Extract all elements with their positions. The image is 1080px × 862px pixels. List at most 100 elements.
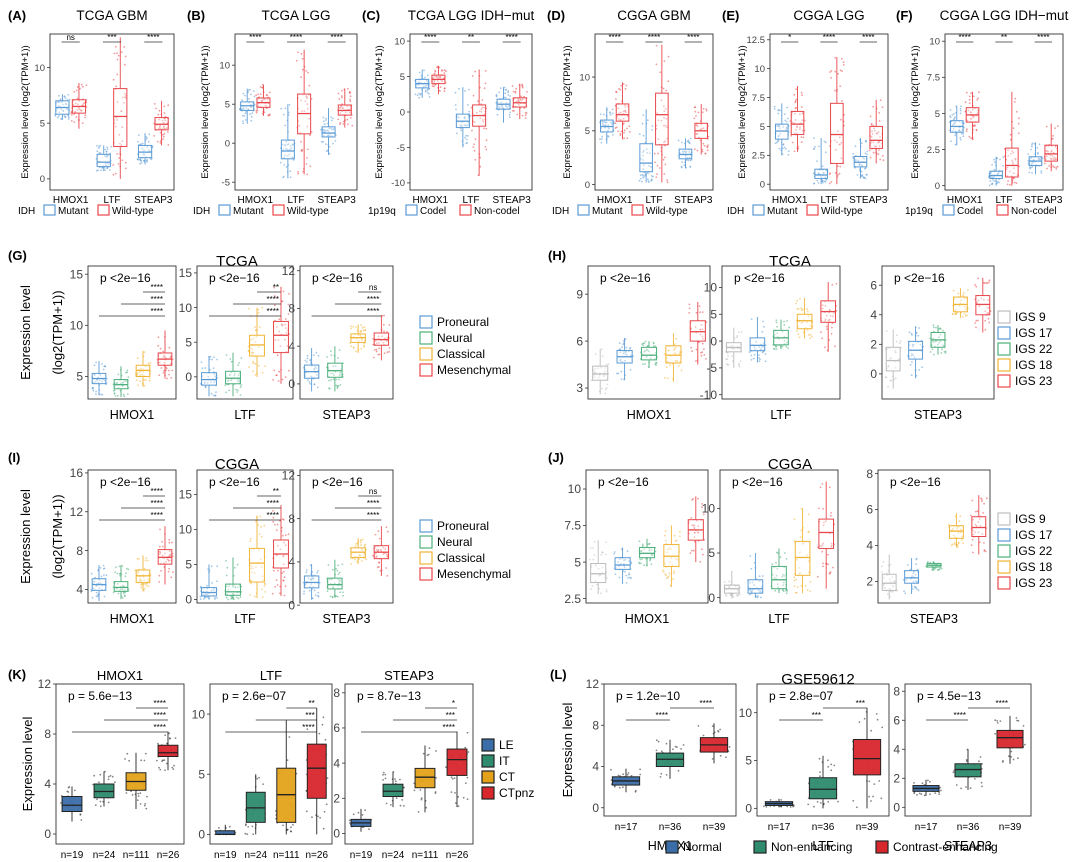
data-point bbox=[656, 173, 658, 176]
data-point bbox=[316, 571, 319, 574]
data-point bbox=[163, 112, 166, 114]
data-point bbox=[250, 106, 253, 108]
data-point bbox=[933, 353, 935, 356]
data-point bbox=[225, 596, 228, 599]
data-point bbox=[955, 313, 958, 315]
data-point bbox=[258, 533, 261, 535]
data-point bbox=[121, 159, 124, 162]
legend-item: IGS 9 bbox=[1015, 512, 1046, 526]
data-point bbox=[610, 768, 612, 771]
data-point bbox=[466, 124, 469, 126]
data-point bbox=[104, 148, 106, 151]
data-point bbox=[967, 289, 969, 291]
data-point bbox=[323, 134, 325, 137]
data-point bbox=[136, 799, 139, 801]
box-body bbox=[201, 372, 217, 386]
data-point bbox=[336, 569, 339, 572]
data-point bbox=[950, 140, 952, 143]
data-point bbox=[654, 363, 656, 365]
data-point bbox=[143, 587, 146, 590]
data-point bbox=[484, 146, 487, 148]
legend-item: Non-codel bbox=[1011, 206, 1057, 217]
data-point bbox=[1052, 137, 1054, 140]
data-point bbox=[807, 531, 810, 533]
data-point bbox=[650, 563, 653, 566]
data-point bbox=[703, 348, 705, 350]
data-point bbox=[701, 311, 704, 313]
comparison-label: **** bbox=[151, 283, 163, 292]
data-point bbox=[382, 323, 385, 326]
data-point bbox=[727, 355, 729, 357]
y-tick-label: -5 bbox=[222, 178, 230, 189]
significance-label: *** bbox=[107, 33, 116, 42]
x-tick-label: STEAP3 bbox=[492, 195, 531, 206]
data-point bbox=[102, 564, 105, 567]
p-value: p <2e−16 bbox=[100, 271, 151, 285]
significance-label: **** bbox=[648, 33, 660, 42]
data-point bbox=[1052, 165, 1054, 168]
data-point bbox=[240, 384, 243, 387]
data-point bbox=[100, 393, 102, 396]
data-point bbox=[831, 284, 834, 286]
data-point bbox=[261, 371, 264, 374]
data-point bbox=[796, 308, 799, 310]
data-point bbox=[111, 775, 114, 778]
data-point bbox=[911, 361, 913, 363]
data-point bbox=[416, 94, 419, 97]
data-point bbox=[648, 543, 651, 545]
y-tick-label: 0 bbox=[44, 827, 51, 841]
data-point bbox=[639, 174, 642, 177]
plot-frame bbox=[769, 33, 889, 191]
data-point bbox=[705, 108, 708, 110]
data-point bbox=[1045, 125, 1048, 128]
data-point bbox=[701, 111, 704, 114]
data-point bbox=[161, 133, 164, 136]
data-point bbox=[622, 773, 624, 776]
data-point bbox=[252, 362, 254, 365]
data-point bbox=[213, 598, 216, 600]
data-point bbox=[148, 133, 151, 136]
data-point bbox=[146, 795, 148, 798]
data-point bbox=[626, 137, 629, 140]
comparison-label: **** bbox=[267, 511, 279, 520]
data-point bbox=[118, 565, 121, 568]
data-point bbox=[375, 348, 378, 351]
data-point bbox=[56, 116, 59, 119]
x-tick-label: STEAP3 bbox=[674, 195, 713, 206]
data-point bbox=[1056, 165, 1059, 168]
data-point bbox=[341, 96, 343, 99]
data-point bbox=[172, 768, 175, 770]
data-point bbox=[428, 747, 431, 750]
panel-label: (K) bbox=[8, 667, 26, 682]
data-point bbox=[690, 346, 692, 349]
data-point bbox=[225, 354, 228, 356]
legend-swatch bbox=[419, 331, 433, 345]
p-value: p = 5.6e−13 bbox=[68, 689, 132, 703]
data-point bbox=[890, 379, 893, 382]
data-point bbox=[107, 162, 110, 165]
data-point bbox=[483, 106, 485, 109]
data-point bbox=[112, 78, 115, 81]
data-point bbox=[604, 392, 607, 395]
data-point bbox=[910, 332, 913, 335]
x-tick-label: LTF bbox=[103, 195, 120, 206]
data-point bbox=[107, 154, 110, 157]
data-point bbox=[58, 111, 61, 114]
data-point bbox=[694, 110, 697, 113]
data-point bbox=[249, 537, 252, 540]
data-point bbox=[731, 355, 734, 358]
data-point bbox=[485, 127, 488, 130]
data-point bbox=[678, 365, 680, 367]
data-point bbox=[817, 182, 820, 184]
data-point bbox=[458, 87, 460, 90]
data-point bbox=[642, 114, 645, 116]
data-point bbox=[763, 805, 765, 808]
data-point bbox=[750, 354, 753, 357]
data-point bbox=[600, 141, 603, 144]
data-point bbox=[119, 142, 121, 145]
data-point bbox=[374, 533, 377, 536]
panel-label: (G) bbox=[8, 248, 27, 263]
data-point bbox=[233, 566, 236, 569]
